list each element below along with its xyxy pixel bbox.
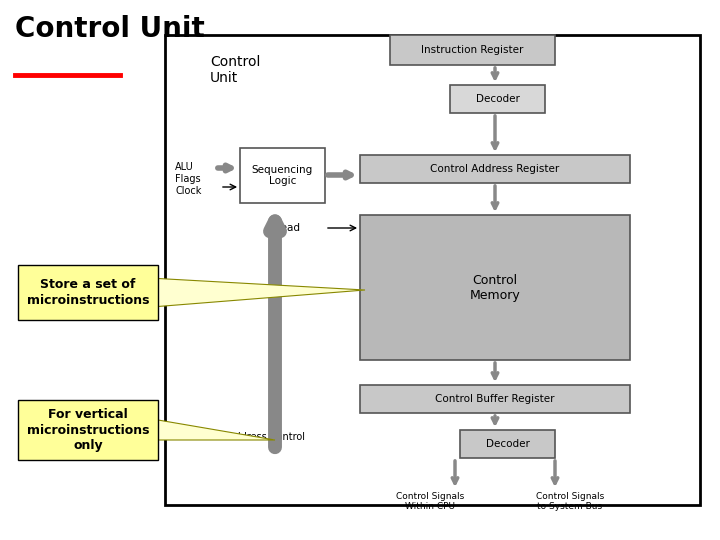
Bar	[360, 215, 630, 360]
Text: For vertical
microinstructions
only: For vertical microinstructions only	[27, 408, 149, 451]
Text: ALU: ALU	[175, 162, 194, 172]
Text: Next Address Control: Next Address Control	[202, 432, 305, 442]
Text: Control
Memory: Control Memory	[469, 273, 521, 301]
Text: Sequencing
Logic: Sequencing Logic	[252, 165, 313, 186]
Polygon shape	[158, 420, 275, 440]
Text: Decoder: Decoder	[476, 94, 519, 104]
Text: Clock: Clock	[175, 186, 202, 196]
Text: Store a set of
microinstructions: Store a set of microinstructions	[27, 279, 149, 307]
Text: Control Buffer Register: Control Buffer Register	[436, 394, 554, 404]
Bar	[460, 430, 555, 458]
Bar	[165, 35, 700, 505]
Polygon shape	[158, 279, 365, 307]
Bar	[18, 265, 158, 320]
Text: Read: Read	[274, 223, 300, 233]
Text: Control Address Register: Control Address Register	[431, 164, 559, 174]
Text: Instruction Register: Instruction Register	[421, 45, 523, 55]
Text: Decoder: Decoder	[485, 439, 529, 449]
Bar	[360, 385, 630, 413]
Text: Control
Unit: Control Unit	[210, 55, 261, 85]
Bar	[360, 155, 630, 183]
Bar	[450, 85, 545, 113]
Text: Flags: Flags	[175, 174, 201, 184]
Text: Control Signals
to System Bus: Control Signals to System Bus	[536, 492, 604, 511]
Text: Control Signals
Within CPU: Control Signals Within CPU	[396, 492, 464, 511]
Bar	[18, 400, 158, 460]
Bar	[390, 35, 555, 65]
Bar	[240, 148, 325, 203]
Text: Control Unit: Control Unit	[15, 15, 204, 43]
